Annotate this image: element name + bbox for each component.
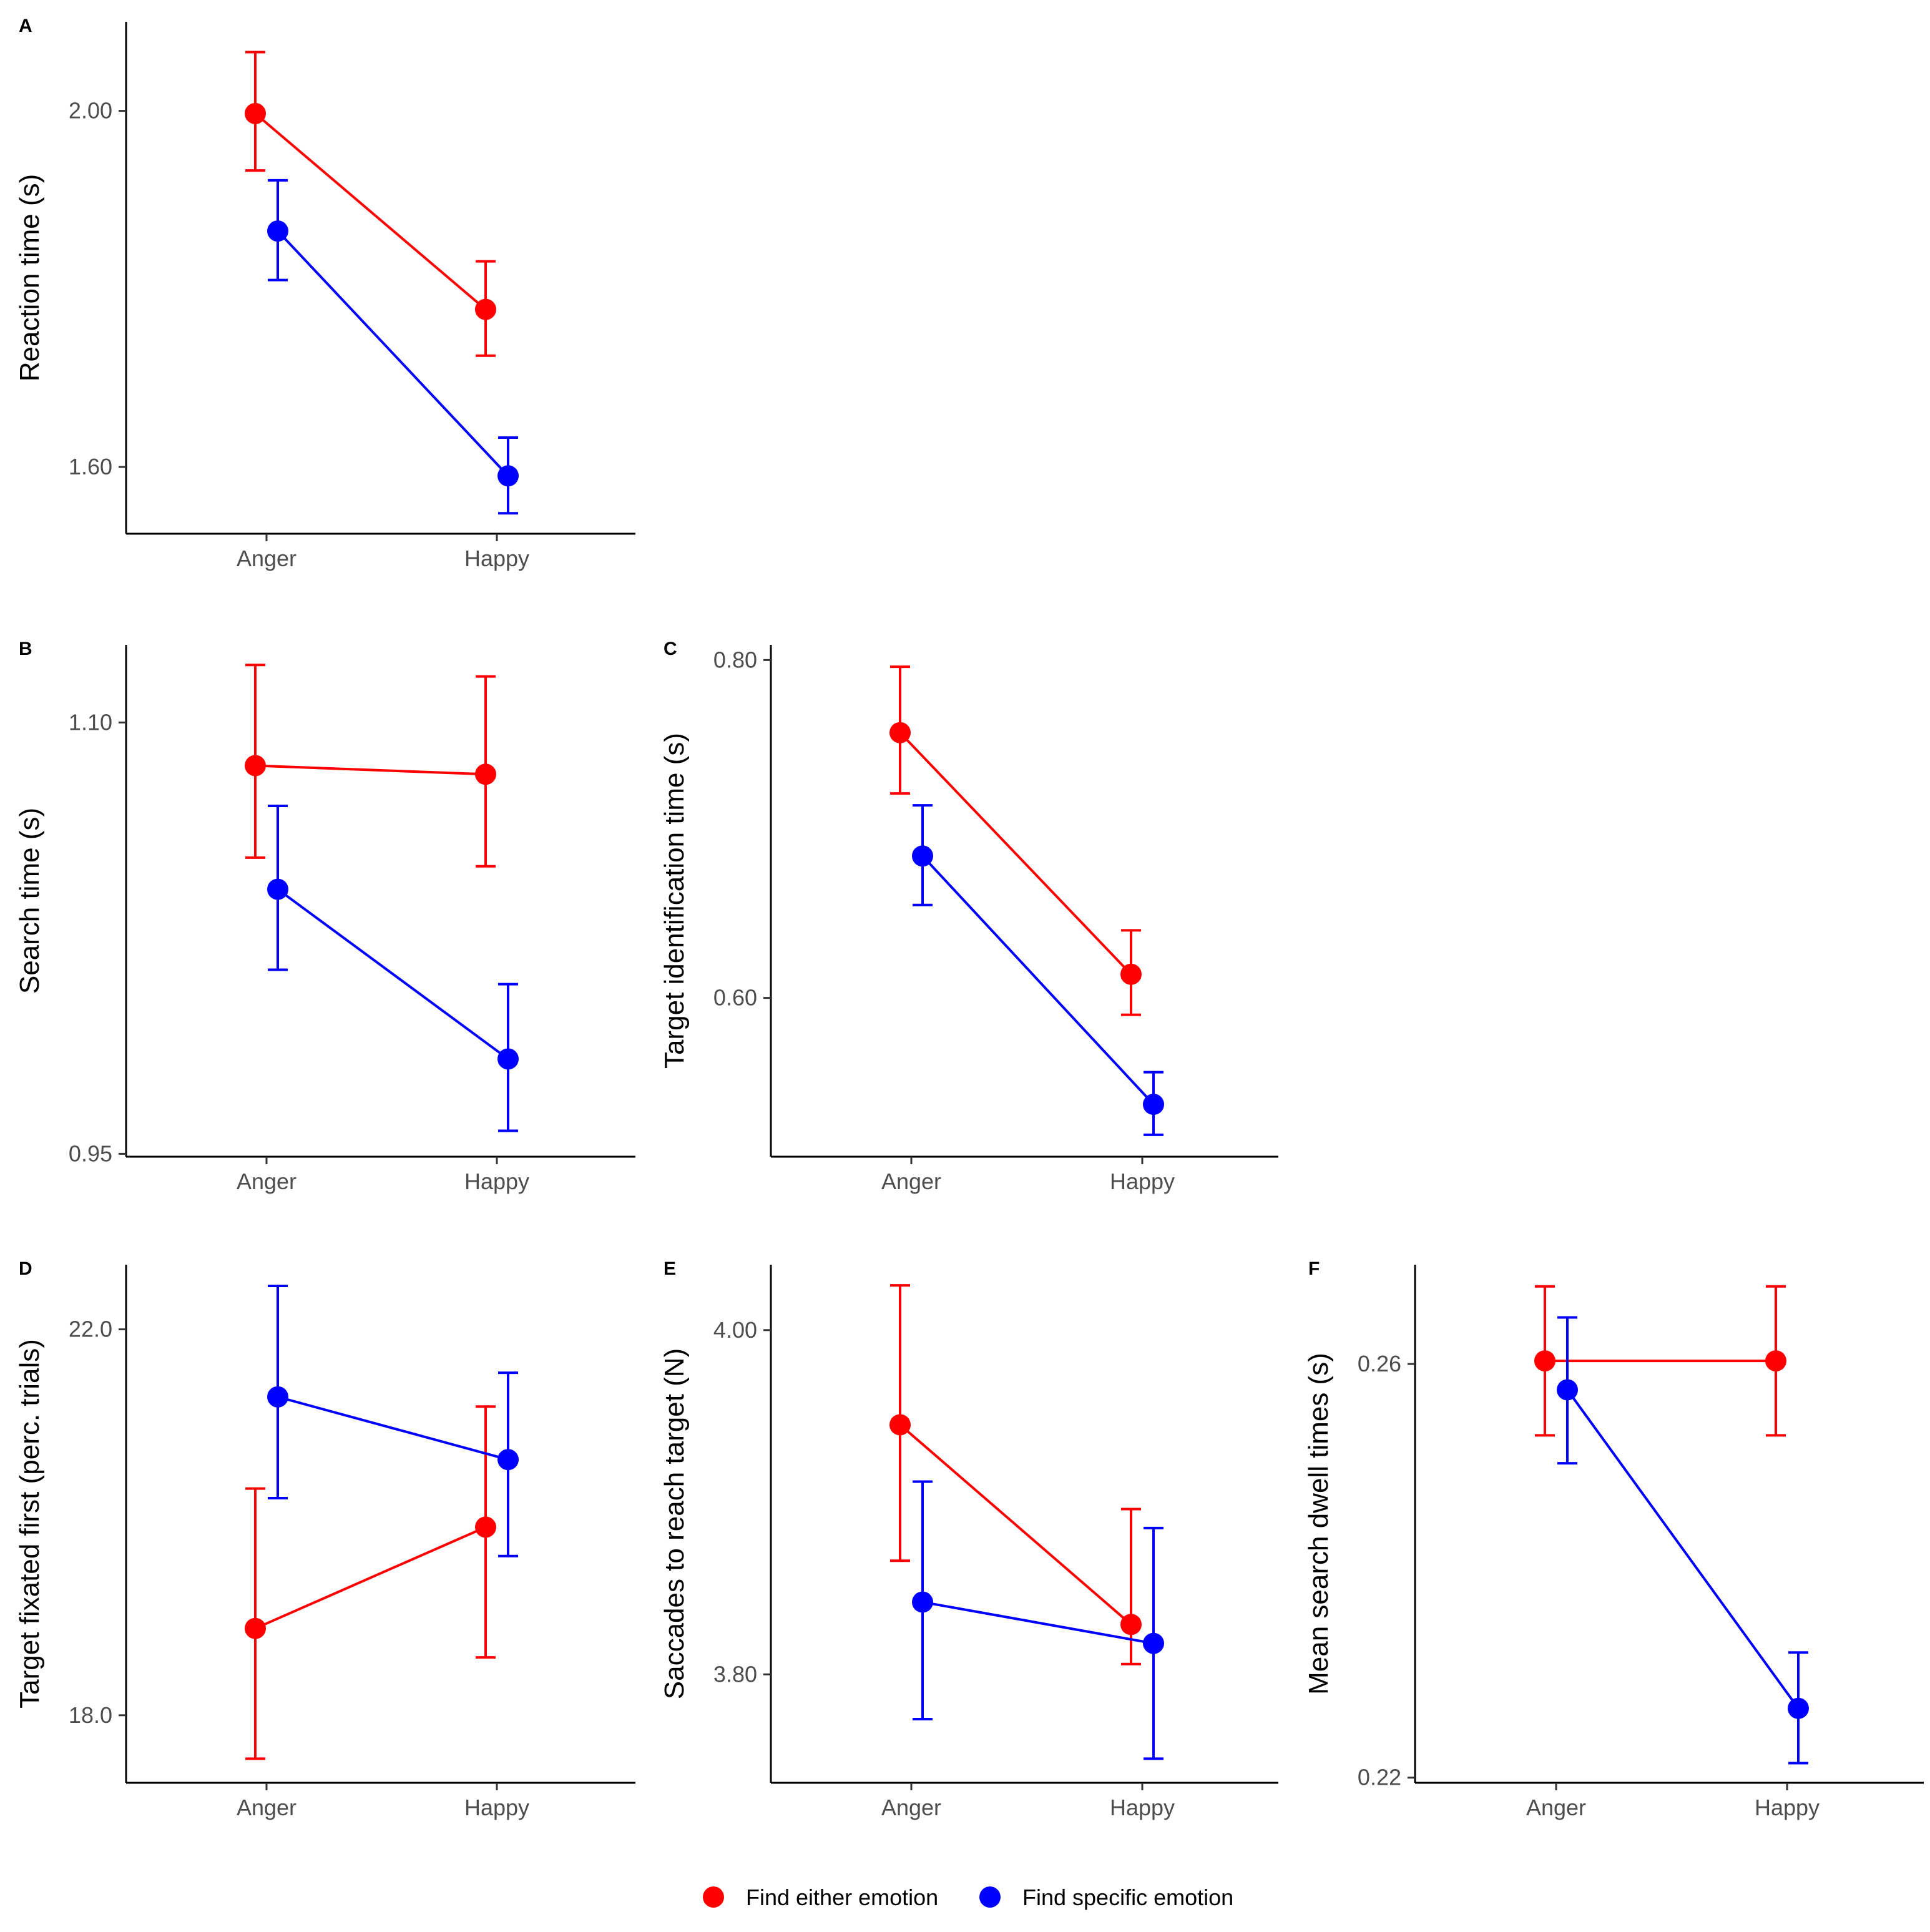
panel-b: B 1.10 0.95 Anger Happy Search time (s) [14,639,635,1194]
series-line-specific [277,230,509,477]
panel-letter: C [664,639,677,659]
y-tick-label: 0.95 [69,1140,112,1166]
panel-e: E 4.00 3.80 Anger Happy Saccades to reach tar… [659,1258,1278,1820]
data-point-either [475,1516,496,1538]
y-tick-label: 1.10 [69,709,112,735]
legend-marker-specific [979,1886,1001,1908]
x-tick-label: Anger [237,1169,296,1194]
data-point-specific [912,1591,933,1613]
data-point-either [1120,1614,1142,1635]
y-axis-title: Search time (s) [14,808,45,994]
series-line-specific [277,888,509,1060]
data-point-specific [1143,1632,1164,1654]
panel-a: A 2.00 1.60 Anger Happy Reaction time (s) [14,16,635,571]
panel-letter: E [664,1258,676,1279]
series-line-either [255,1526,486,1630]
x-tick-label: Happy [464,546,529,571]
x-tick-label: Anger [881,1169,941,1194]
series-line-either [899,1423,1132,1626]
y-axis-title: Mean search dwell times (s) [1303,1353,1334,1695]
y-tick-label: 0.26 [1358,1351,1401,1376]
data-point-specific [497,1048,519,1070]
y-tick-label: 0.22 [1358,1765,1401,1790]
data-point-either [245,102,266,124]
y-axis-title: Target fixated first (perc. trials) [14,1339,45,1709]
data-point-either [1120,963,1142,985]
series-line-either [254,112,487,311]
panel-letter: F [1308,1258,1320,1279]
panel-c: C 0.80 0.60 Anger Happy Target identification… [659,639,1278,1194]
y-tick-label: 22.0 [69,1317,112,1342]
legend-label-either: Find either emotion [746,1885,938,1910]
panel-letter: D [19,1258,32,1279]
series-line-either [899,732,1132,976]
series-line-either [255,764,486,776]
x-tick-label: Happy [464,1169,529,1194]
data-point-specific [1143,1094,1164,1116]
data-point-either [889,722,911,743]
data-point-specific [267,220,288,242]
x-tick-label: Anger [237,1795,296,1820]
data-point-either [889,1414,911,1436]
x-tick-label: Happy [1110,1795,1175,1820]
series-line-specific [921,855,1155,1106]
x-tick-label: Anger [1526,1795,1586,1820]
data-point-specific [497,1449,519,1471]
y-tick-label: 0.60 [713,985,757,1011]
x-tick-label: Anger [881,1795,941,1820]
y-tick-label: 2.00 [69,98,112,124]
legend: Find either emotion Find specific emotio… [703,1885,1233,1910]
legend-label-specific: Find specific emotion [1022,1885,1233,1910]
data-point-either [475,298,496,320]
data-point-specific [267,1386,288,1408]
panel-letter: A [19,16,32,36]
y-tick-label: 3.80 [713,1661,757,1687]
y-tick-label: 1.60 [69,454,112,479]
series-line-specific [277,1395,509,1461]
panel-f: F 0.26 0.22 Anger Happy Mean search dwell tim… [1303,1258,1924,1820]
data-point-either [1534,1350,1555,1372]
y-axis-title: Reaction time (s) [14,174,45,382]
data-point-either [1765,1350,1786,1372]
data-point-specific [267,878,288,900]
x-tick-label: Happy [464,1795,529,1820]
series-line-specific [922,1601,1154,1645]
x-tick-label: Happy [1755,1795,1820,1820]
x-tick-label: Anger [237,546,296,571]
data-point-either [475,763,496,785]
series-line-specific [1566,1389,1800,1709]
data-point-specific [912,845,933,867]
data-point-either [245,755,266,777]
data-point-specific [1557,1379,1578,1401]
y-tick-label: 18.0 [69,1702,112,1728]
y-axis-title: Saccades to reach target (N) [659,1348,690,1699]
x-tick-label: Happy [1110,1169,1175,1194]
y-tick-label: 4.00 [713,1317,757,1343]
panel-letter: B [19,639,32,659]
data-point-specific [497,465,519,487]
y-axis-title: Target identification time (s) [659,733,690,1069]
panel-d: D 22.0 18.0 Anger Happy Target fixated first … [14,1258,635,1820]
data-point-either [245,1617,266,1639]
legend-marker-either [703,1886,724,1908]
data-point-specific [1788,1697,1809,1719]
y-tick-label: 0.80 [713,647,757,672]
